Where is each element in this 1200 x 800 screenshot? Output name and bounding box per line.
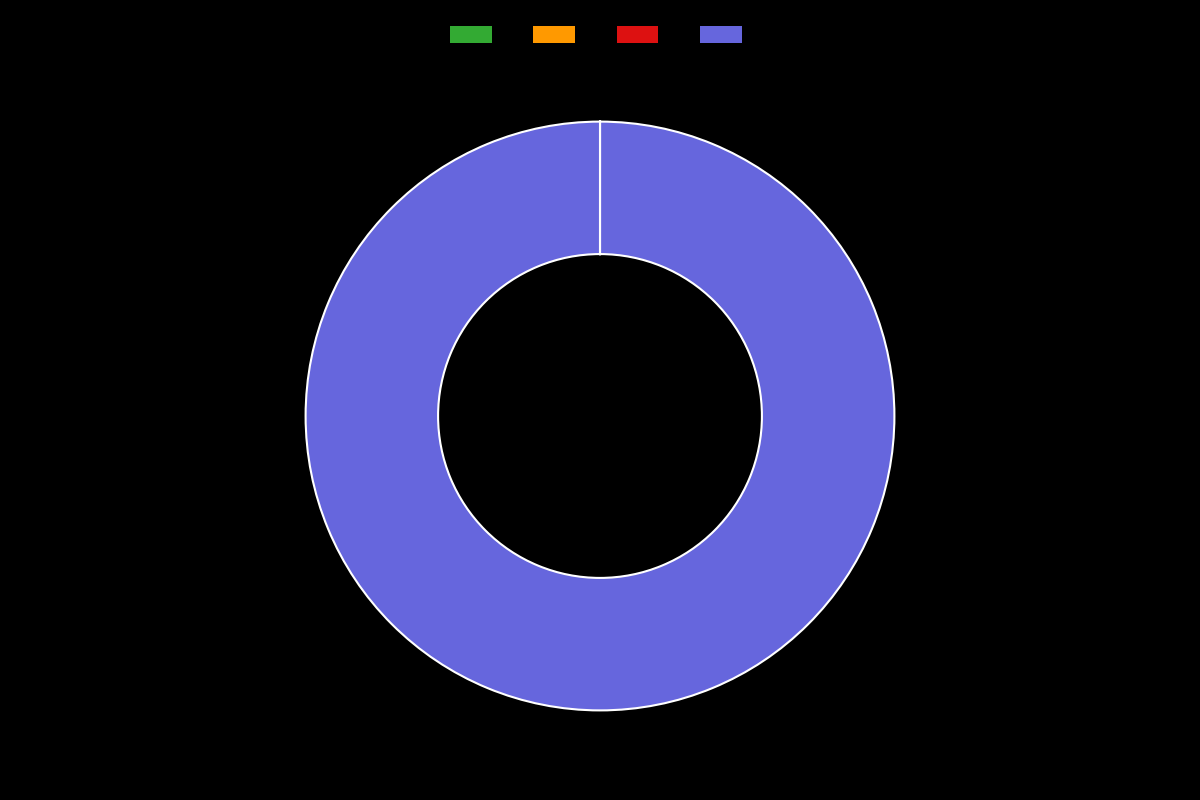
Wedge shape [306, 122, 894, 710]
Legend: , , , : , , , [443, 19, 757, 51]
